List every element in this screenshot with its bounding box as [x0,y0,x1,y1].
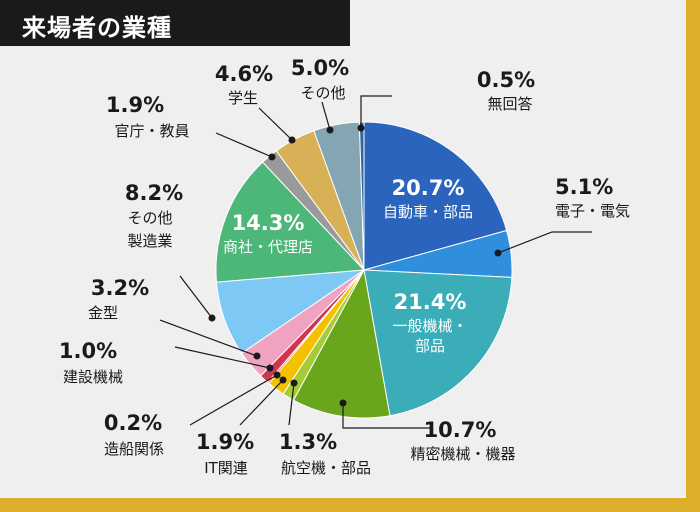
label-pct-kokuki: 1.3% [279,430,337,454]
label-cat-seimitsu: 精密機械・機器 [410,445,515,463]
label-cat-kokuki: 航空機・部品 [281,459,371,477]
label-cat-ippan-1: 一般機械・ [392,317,467,335]
leader-dot-kanagata [253,352,261,360]
label-pct-sonota-seizo: 8.2% [125,181,183,205]
label-pct-jidosha: 20.7% [392,176,465,200]
leader-line-kanagata [159,319,258,357]
pie-slice-14 [358,121,365,271]
label-pct-ippan: 21.4% [394,290,467,314]
leader-dot-it [279,376,287,384]
label-cat-kensetsu: 建設機械 [63,368,123,386]
label-pct-denshi: 5.1% [555,175,613,199]
leader-line-zosen [189,374,278,426]
leader-lines [159,95,592,429]
label-pct-kanagata: 3.2% [91,276,149,300]
pie-slice-3 [292,268,391,419]
label-cat-denshi: 電子・電気 [555,202,630,220]
leader-dot-gakusei [288,136,296,144]
leader-line-sonota [321,101,331,131]
leader-line-kokuki [288,382,295,426]
leader-line-mukaito [360,95,392,128]
label-cat-it: IT関連 [204,459,248,477]
pie-slice-2 [363,269,513,417]
leader-line-kensetsu [174,346,271,369]
leader-dot-denshi [494,249,502,257]
pie-slice-0 [363,121,508,271]
leader-dots [208,124,502,407]
chart-panel: 来場者の業種 [0,0,686,498]
leader-line-sonota-seizo [179,275,213,319]
label-cat-zosen: 造船関係 [104,440,164,458]
leader-dot-sonota-seizo [208,314,216,322]
leader-line-kancho [215,132,273,158]
chart-title: 来場者の業種 [22,14,172,42]
leader-line-seimitsu [342,403,432,429]
label-pct-sonota: 5.0% [291,56,349,80]
label-cat-sonota-seizo-2: 製造業 [127,232,172,250]
label-pct-shosha: 14.3% [232,211,305,235]
label-cat-shosha: 商社・代理店 [223,238,313,256]
leader-dot-mukaito [357,124,365,132]
label-pct-zosen: 0.2% [104,411,162,435]
label-pct-mukaito: 0.5% [477,68,535,92]
leader-dot-sonota [326,126,334,134]
leader-dot-kokuki [290,379,298,387]
label-pct-gakusei: 4.6% [215,62,273,86]
pie-slice-10 [215,161,366,283]
leader-line-gakusei [258,107,293,141]
label-cat-jidosha: 自動車・部品 [383,203,473,221]
label-cat-kancho: 官庁・教員 [114,122,189,140]
label-pct-seimitsu: 10.7% [424,418,497,442]
label-pct-it: 1.9% [196,430,254,454]
label-cat-ippan-2: 部品 [415,337,445,355]
label-cat-gakusei: 学生 [228,89,258,107]
leader-line-it [239,379,284,426]
label-pct-kancho: 1.9% [106,93,164,117]
leader-dot-kancho [268,153,276,161]
leader-dot-zosen [273,371,281,379]
label-pct-kensetsu: 1.0% [59,339,117,363]
leader-line-denshi [497,231,592,254]
title-bar: 来場者の業種 [0,0,350,46]
label-cat-sonota: その他 [300,84,345,102]
leader-dot-kensetsu [266,364,274,372]
label-cat-sonota-seizo-1: その他 [127,209,172,227]
leader-dot-seimitsu [339,399,347,407]
pie-slices [215,121,513,419]
label-cat-kanagata: 金型 [88,304,118,322]
label-cat-mukaito: 無回答 [487,95,532,113]
